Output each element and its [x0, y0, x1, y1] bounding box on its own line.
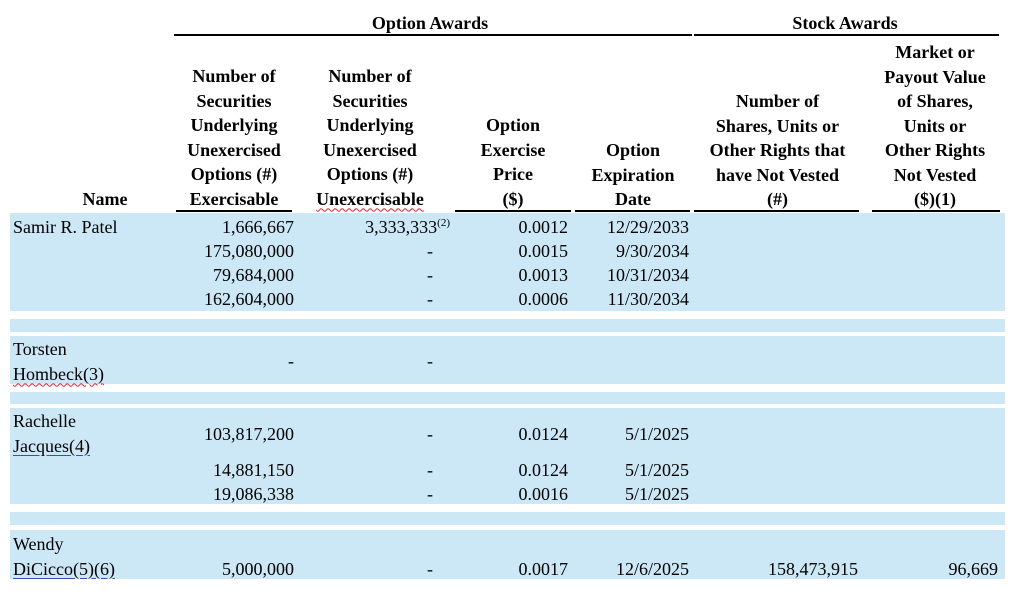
row-date: 12/29/2033: [606, 217, 689, 237]
row-unexercisable: 3,333,333(2): [365, 217, 450, 237]
row-date: 9/30/2034: [615, 241, 689, 261]
row-price: 0.0013: [518, 265, 569, 285]
row-band-dicicco: [10, 530, 1005, 579]
row-band-jacques: [10, 408, 1005, 504]
row-date: 5/1/2025: [624, 424, 689, 444]
row-band-patel: [10, 213, 1005, 311]
row-price: 0.0017: [518, 559, 569, 579]
column-header-name: Name: [82, 189, 128, 209]
option-awards-header: Option Awards: [371, 13, 489, 33]
row-date: 11/30/2034: [607, 289, 689, 309]
option-awards-rule: [174, 34, 692, 36]
row-date: 10/31/2034: [606, 265, 689, 285]
row-exercisable: 19,086,338: [213, 484, 294, 504]
row-date: 12/6/2025: [615, 559, 689, 579]
column-header-exercisable: Number of Securities Underlying Unexerci…: [187, 66, 281, 209]
row-name-dicicco: Wendy DiCicco(5)(6): [13, 534, 115, 579]
row-price: 0.0124: [518, 424, 569, 444]
row-exercisable: -: [288, 351, 294, 371]
row-exercisable: 162,604,000: [204, 289, 294, 309]
row-price: 0.0015: [518, 241, 569, 261]
row-date: 5/1/2025: [624, 460, 689, 480]
row-exercisable: 175,080,000: [204, 241, 294, 261]
row-exercisable: 14,881,150: [213, 460, 294, 480]
column-header-expiration-date: Option Expiration Date: [591, 140, 675, 209]
column-header-shares-not-vested: Number of Shares, Units or Other Rights …: [709, 91, 846, 209]
row-band-spacer-2: [10, 392, 1005, 404]
row-shares-not-vested: 158,473,915: [768, 559, 858, 579]
column-header-unexercisable: Number of Securities Underlying Unexerci…: [316, 66, 424, 209]
footnote-ref: (2): [437, 217, 450, 229]
exercise-price-header-rule: [455, 210, 571, 212]
row-price: 0.0012: [518, 217, 569, 237]
row-unexercisable: -: [427, 265, 433, 285]
row-band-hombeck: [10, 336, 1005, 384]
expiration-date-header-rule: [575, 210, 690, 212]
stock-awards-rule: [694, 34, 999, 36]
stock-awards-header: Stock Awards: [792, 13, 898, 33]
row-exercisable: 79,684,000: [213, 265, 294, 285]
row-unexercisable: -: [427, 460, 433, 480]
market-value-header-rule: [872, 210, 1000, 212]
column-header-exercise-price: Option Exercise Price ($): [480, 115, 546, 209]
row-name-jacques: Rachelle Jacques(4): [13, 411, 90, 456]
row-band-spacer-1: [10, 319, 1005, 332]
shares-not-vested-header-rule: [694, 210, 859, 212]
row-unexercisable: -: [427, 351, 433, 371]
row-price: 0.0016: [518, 484, 569, 504]
row-date: 5/1/2025: [624, 484, 689, 504]
row-name-hombeck: Torsten Hombeck(3): [13, 339, 104, 384]
row-market-value: 96,669: [948, 559, 999, 579]
row-price: 0.0124: [518, 460, 569, 480]
column-header-market-value: Market or Payout Value of Shares, Units …: [884, 42, 986, 209]
row-exercisable: 103,817,200: [204, 424, 294, 444]
row-unexercisable: -: [427, 559, 433, 579]
row-unexercisable: -: [427, 484, 433, 504]
row-name-patel: Samir R. Patel: [13, 217, 118, 237]
row-exercisable: 1,666,667: [222, 217, 294, 237]
row-band-spacer-3: [10, 512, 1005, 525]
row-unexercisable: -: [427, 241, 433, 261]
row-price: 0.0006: [518, 289, 569, 309]
row-unexercisable: -: [427, 289, 433, 309]
row-unexercisable: -: [427, 424, 433, 444]
row-exercisable: 5,000,000: [222, 559, 294, 579]
exercisable-header-rule: [176, 210, 292, 212]
